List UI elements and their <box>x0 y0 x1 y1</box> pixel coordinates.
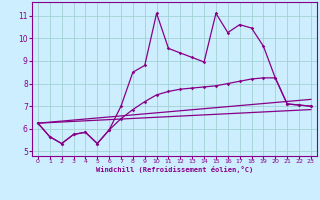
X-axis label: Windchill (Refroidissement éolien,°C): Windchill (Refroidissement éolien,°C) <box>96 166 253 173</box>
